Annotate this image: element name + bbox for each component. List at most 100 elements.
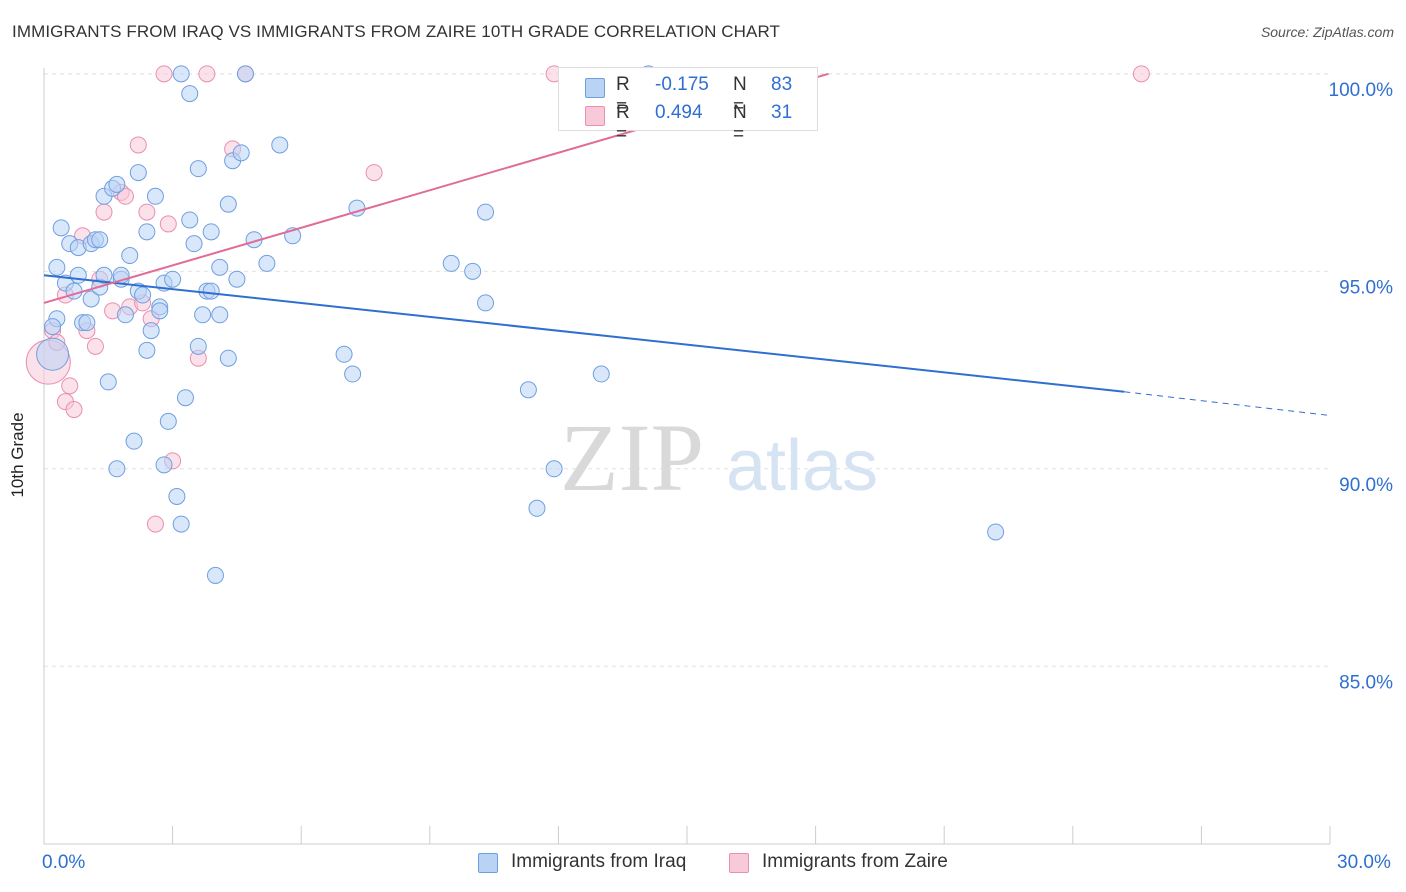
iraq-point (91, 231, 109, 249)
zaire-point (159, 215, 177, 233)
y-tick-label-100: 100.0% (1329, 80, 1394, 101)
bottom-legend-label-iraq: Immigrants from Iraq (511, 851, 687, 872)
iraq-point (271, 136, 289, 154)
bottom-legend-swatch-zaire (729, 853, 749, 873)
legend-swatch-iraq (585, 78, 605, 98)
legend-n-value-iraq: 83 (771, 74, 793, 95)
iraq-point (219, 349, 237, 367)
iraq-point (477, 294, 495, 312)
iraq-point (134, 286, 152, 304)
legend-n-label-zaire: N = (733, 102, 747, 145)
axes (43, 68, 1331, 845)
watermark-zip: ZIP (560, 404, 704, 511)
iraq-point (176, 389, 194, 407)
iraq-point (477, 203, 495, 221)
iraq-point (44, 318, 62, 336)
legend-n-value-zaire: 31 (771, 102, 793, 123)
legend-r-value-iraq: -0.175 (655, 74, 709, 95)
iraq-point (125, 432, 143, 450)
iraq-point (219, 195, 237, 213)
iraq-point (211, 258, 229, 276)
iraq-point (95, 266, 113, 284)
iraq-point (155, 456, 173, 474)
zaire-point (116, 187, 134, 205)
iraq-point (99, 373, 117, 391)
iraq-point (528, 499, 546, 517)
iraq-point (108, 175, 126, 193)
iraq-point (189, 337, 207, 355)
iraq-point (172, 65, 190, 83)
x-tick-label-min: 0.0% (42, 852, 86, 873)
iraq-point (202, 282, 220, 300)
iraq-point (164, 270, 182, 288)
iraq-point (202, 223, 220, 241)
iraq-point (151, 302, 169, 320)
iraq-trend-line-extension (1124, 391, 1331, 416)
y-tick-labels: 85.0% 90.0% 95.0% 100.0% (1329, 80, 1394, 693)
zaire-point (365, 164, 383, 182)
zaire-point (86, 337, 104, 355)
iraq-point (159, 412, 177, 430)
iraq-point (121, 247, 139, 265)
zaire-point (129, 136, 147, 154)
iraq-point (172, 515, 190, 533)
zaire-point (61, 377, 79, 395)
iraq-point (545, 460, 563, 478)
y-tick-label-95: 95.0% (1339, 277, 1393, 298)
legend-r-value-zaire: 0.494 (655, 102, 703, 123)
stats-legend: R = -0.175 N = 83 R = 0.494 N = 31 (558, 67, 818, 145)
iraq-point (142, 322, 160, 340)
iraq-point (36, 337, 70, 371)
iraq-point (52, 219, 70, 237)
iraq-point (168, 487, 186, 505)
iraq-point (69, 266, 87, 284)
zaire-point (65, 401, 83, 419)
iraq-point (181, 211, 199, 229)
iraq-point (78, 314, 96, 332)
zaire-point (138, 203, 156, 221)
iraq-point (146, 187, 164, 205)
iraq-point (211, 306, 229, 324)
legend-n-label-iraq: N = (733, 74, 747, 117)
bottom-legend-label-zaire: Immigrants from Zaire (762, 851, 948, 872)
iraq-point (228, 270, 246, 288)
iraq-points (36, 65, 1005, 584)
iraq-point (236, 65, 254, 83)
iraq-point (335, 345, 353, 363)
x-tick-label-max: 30.0% (1337, 852, 1391, 873)
iraq-trend-line (43, 274, 1125, 393)
legend-r-label-zaire: R = (616, 102, 630, 145)
iraq-point (48, 258, 66, 276)
zaire-point (95, 203, 113, 221)
iraq-point (181, 85, 199, 103)
legend-swatch-zaire (585, 106, 605, 126)
iraq-point (519, 381, 537, 399)
iraq-point (194, 306, 212, 324)
iraq-point (116, 306, 134, 324)
iraq-point (185, 235, 203, 253)
iraq-point (232, 144, 250, 162)
iraq-point (138, 223, 156, 241)
zaire-point (1132, 65, 1150, 83)
y-axis-label: 10th Grade (8, 412, 27, 498)
iraq-point (82, 290, 100, 308)
iraq-point (129, 164, 147, 182)
zaire-point (198, 65, 216, 83)
iraq-point (258, 254, 276, 272)
bottom-legend-swatch-iraq (478, 853, 498, 873)
iraq-point (344, 365, 362, 383)
source-note: Source: ZipAtlas.com (1260, 24, 1394, 40)
iraq-point (442, 254, 460, 272)
iraq-point (987, 523, 1005, 541)
watermark-atlas: atlas (726, 426, 878, 506)
chart-title: IMMIGRANTS FROM IRAQ VS IMMIGRANTS FROM … (12, 22, 781, 41)
zaire-point (146, 515, 164, 533)
y-tick-label-90: 90.0% (1339, 475, 1393, 496)
y-tick-label-85: 85.0% (1339, 672, 1393, 693)
iraq-point (592, 365, 610, 383)
zaire-point (155, 65, 173, 83)
legend-r-label-iraq: R = (616, 74, 630, 117)
iraq-point (138, 341, 156, 359)
iraq-point (189, 160, 207, 178)
